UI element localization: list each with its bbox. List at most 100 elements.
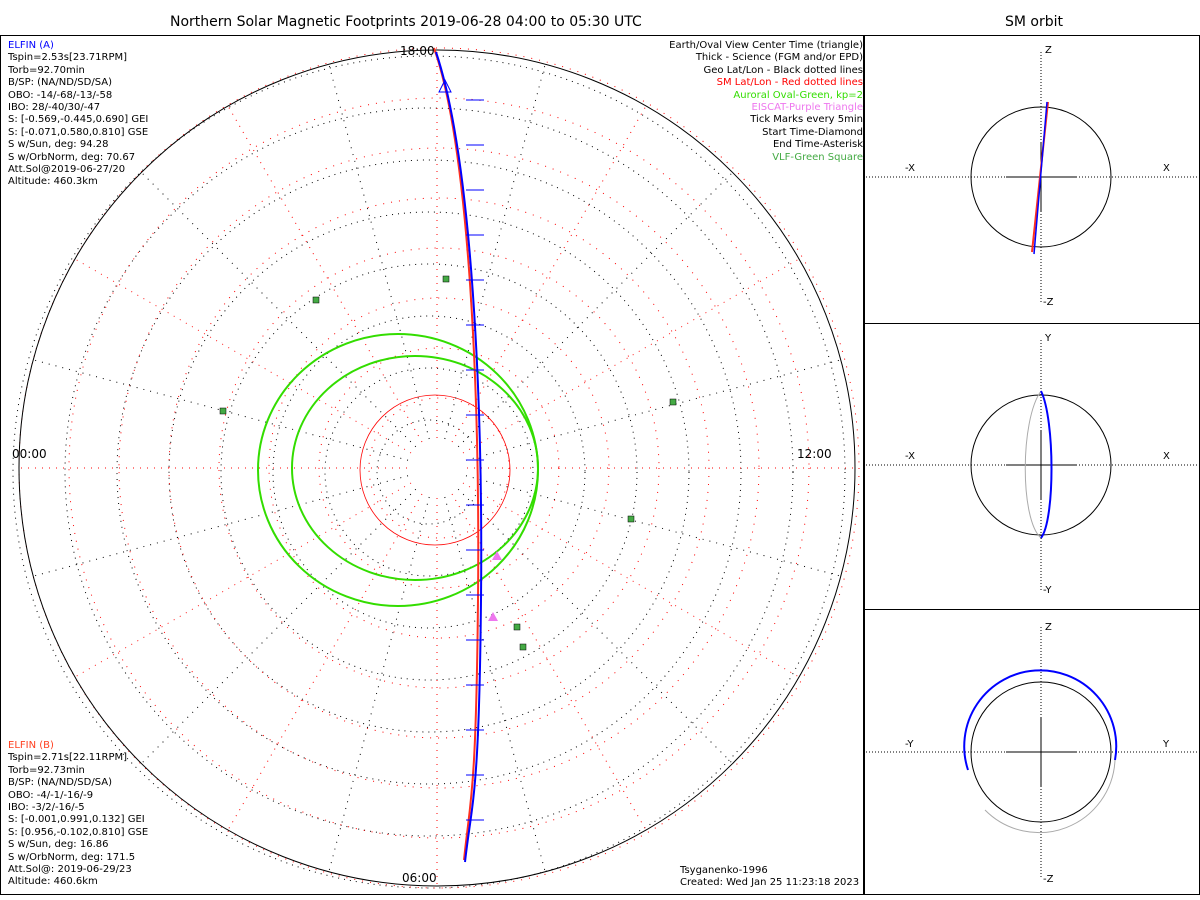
orbit-b-xy — [1024, 390, 1042, 539]
geo-latitude-circle — [324, 367, 534, 577]
vlf-square-icon — [442, 275, 450, 283]
info-line: S: [-0.569,-0.445,0.690] GEI — [8, 114, 149, 126]
info-line: S: [-0.071,0.580,0.810] GSE — [8, 126, 149, 138]
longitude-line — [462, 482, 801, 679]
info-line: S w/Sun, deg: 16.86 — [8, 839, 109, 851]
vlf-square-icon — [669, 398, 677, 406]
model-label: Tsyganenko-1996 — [680, 865, 768, 876]
axis-label: -Z — [1043, 874, 1054, 885]
longitude-line — [31, 358, 409, 461]
eiscat-triangle-icon — [492, 551, 502, 560]
info-line: OBO: -14/-68/-13/-58 — [8, 89, 113, 101]
sm-latitude-circle — [218, 247, 660, 689]
axis-label: Z — [1045, 45, 1052, 56]
info-line: B/SP: (NA/ND/SD/SA) — [8, 77, 112, 89]
longitude-line — [139, 170, 417, 448]
elfin-b-name: ELFIN (B) — [8, 740, 54, 751]
vlf-square-icon — [513, 623, 521, 631]
axis-label: Y — [1163, 739, 1170, 750]
legend-item: VLF-Green Square — [772, 151, 863, 163]
eiscat-triangle-icon — [488, 612, 498, 621]
axis-label: -Y — [905, 739, 914, 750]
elfin-b-track — [433, 47, 480, 861]
longitude-line — [457, 170, 735, 448]
legend-item: EISCAT-Purple Triangle — [751, 102, 864, 114]
geo-latitude-circle — [64, 107, 794, 837]
axis-label: -X — [905, 163, 915, 174]
created-label: Created: Wed Jan 25 11:23:18 2023 — [680, 877, 860, 888]
longitude-line — [457, 488, 735, 766]
mlt-label-00: 00:00 — [12, 447, 47, 461]
longitude-line — [139, 488, 417, 766]
geo-latitude-circle — [220, 263, 638, 681]
geo-latitude-circle — [272, 315, 586, 629]
axis-label: -Y — [1043, 585, 1052, 596]
orbit-b-yz — [984, 759, 1116, 834]
info-line: Att.Sol@: 2019-06-29/23 — [8, 864, 132, 876]
vlf-square-icon — [312, 296, 320, 304]
mlt-label-06: 06:00 — [402, 871, 437, 885]
view-center-triangle-icon — [438, 78, 452, 93]
sm-latitude-circle — [168, 197, 710, 739]
orbit-a-xz — [1033, 101, 1048, 255]
longitude-line — [327, 62, 430, 440]
longitude-line — [73, 257, 412, 454]
legend-item: Geo Lat/Lon - Black dotted lines — [703, 64, 863, 76]
map-outer-circle — [18, 49, 856, 887]
mlt-label-18: 18:00 — [400, 44, 435, 58]
info-line: OBO: -4/-1/-16/-9 — [8, 789, 94, 801]
mlt-label-12: 12:00 — [797, 447, 832, 461]
longitude-line — [31, 475, 409, 578]
orbit-a-yz — [963, 669, 1118, 771]
vlf-square-icon — [219, 407, 227, 415]
info-line: S: [-0.001,0.991,0.132] GEI — [8, 814, 145, 826]
geo-latitude-circle — [116, 159, 742, 785]
info-line: Torb=92.70min — [8, 64, 85, 76]
info-line: S w/OrbNorm, deg: 171.5 — [8, 851, 136, 863]
plot-title: Northern Solar Magnetic Footprints 2019-… — [170, 14, 642, 30]
legend-item: Thick - Science (FGM and/or EPD) — [695, 52, 863, 64]
elfin-a-name: ELFIN (A) — [8, 40, 54, 51]
elfin-b-info: ELFIN (B) Tspin=2.71s[22.11RPM] Torb=92.… — [8, 740, 148, 889]
sm-latitude-circle — [118, 147, 760, 789]
sm-latitude-circle — [268, 297, 610, 639]
geo-latitude-circle — [376, 419, 482, 525]
legend-item: Earth/Oval View Center Time (triangle) — [669, 40, 863, 51]
axis-label: Y — [1045, 333, 1052, 344]
auroral-oval-outer — [257, 333, 539, 607]
longitude-line — [465, 475, 843, 578]
info-line: S: [0.956,-0.102,0.810] GSE — [8, 826, 149, 838]
longitude-line — [451, 104, 648, 443]
axis-label: Z — [1045, 622, 1052, 633]
info-line: IBO: -3/2/-16/-5 — [8, 802, 85, 814]
axis-label: X — [1163, 163, 1170, 174]
longitude-line — [327, 496, 430, 874]
geo-latitude-circle — [12, 55, 846, 889]
legend-item: Tick Marks every 5min — [750, 114, 863, 126]
axis-label: -Z — [1043, 297, 1054, 308]
info-line: Tspin=2.53s[23.71RPM] — [8, 52, 128, 64]
sm-latitude-circle — [68, 97, 810, 839]
legend-item: End Time-Asterisk — [772, 139, 863, 151]
axis-label: X — [1163, 451, 1170, 462]
orbit-title: SM orbit — [1005, 14, 1064, 30]
info-line: IBO: 28/-40/30/-47 — [8, 102, 101, 114]
map-frame — [0, 35, 864, 895]
legend: Earth/Oval View Center Time (triangle) T… — [669, 40, 863, 164]
sm-inner-circle — [359, 394, 511, 546]
vlf-square-icon — [627, 515, 635, 523]
auroral-oval-inner — [291, 355, 539, 581]
info-line: Torb=92.73min — [8, 764, 85, 776]
geo-latitude-circle — [168, 211, 690, 733]
info-line: Altitude: 460.6km — [8, 876, 98, 888]
legend-item: Auroral Oval-Green, kp=2 — [733, 89, 863, 101]
info-line: Tspin=2.71s[22.11RPM] — [8, 752, 128, 764]
info-line: S w/Sun, deg: 94.28 — [8, 139, 109, 151]
info-line: B/SP: (NA/ND/SD/SA) — [8, 777, 112, 789]
info-line: Altitude: 460.3km — [8, 176, 98, 188]
orbit-a-xy — [1040, 390, 1053, 539]
elfin-a-track — [435, 51, 483, 863]
info-line: S w/OrbNorm, deg: 70.67 — [8, 151, 136, 163]
longitude-line — [462, 257, 801, 454]
